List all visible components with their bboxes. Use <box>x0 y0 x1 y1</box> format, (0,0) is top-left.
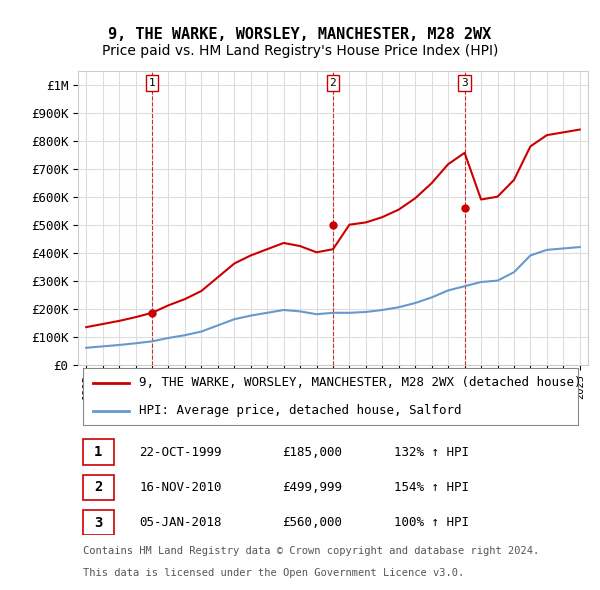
FancyBboxPatch shape <box>83 368 578 425</box>
Text: 9, THE WARKE, WORSLEY, MANCHESTER, M28 2WX (detached house): 9, THE WARKE, WORSLEY, MANCHESTER, M28 2… <box>139 376 582 389</box>
Text: 3: 3 <box>461 78 468 88</box>
Text: 9, THE WARKE, WORSLEY, MANCHESTER, M28 2WX: 9, THE WARKE, WORSLEY, MANCHESTER, M28 2… <box>109 27 491 41</box>
Text: Contains HM Land Registry data © Crown copyright and database right 2024.: Contains HM Land Registry data © Crown c… <box>83 546 539 556</box>
Text: 132% ↑ HPI: 132% ↑ HPI <box>394 445 469 458</box>
Text: HPI: Average price, detached house, Salford: HPI: Average price, detached house, Salf… <box>139 404 462 417</box>
Text: 22-OCT-1999: 22-OCT-1999 <box>139 445 222 458</box>
Text: 1: 1 <box>94 445 103 459</box>
Text: £560,000: £560,000 <box>282 516 342 529</box>
Text: 3: 3 <box>94 516 103 530</box>
Text: 1: 1 <box>149 78 155 88</box>
Text: 154% ↑ HPI: 154% ↑ HPI <box>394 481 469 494</box>
Text: 2: 2 <box>94 480 103 494</box>
Text: 05-JAN-2018: 05-JAN-2018 <box>139 516 222 529</box>
Text: £499,999: £499,999 <box>282 481 342 494</box>
Text: This data is licensed under the Open Government Licence v3.0.: This data is licensed under the Open Gov… <box>83 568 464 578</box>
Text: 2: 2 <box>329 78 337 88</box>
FancyBboxPatch shape <box>83 474 114 500</box>
Text: £185,000: £185,000 <box>282 445 342 458</box>
Text: 100% ↑ HPI: 100% ↑ HPI <box>394 516 469 529</box>
Text: 16-NOV-2010: 16-NOV-2010 <box>139 481 222 494</box>
FancyBboxPatch shape <box>83 510 114 536</box>
Text: Price paid vs. HM Land Registry's House Price Index (HPI): Price paid vs. HM Land Registry's House … <box>102 44 498 58</box>
FancyBboxPatch shape <box>83 440 114 465</box>
